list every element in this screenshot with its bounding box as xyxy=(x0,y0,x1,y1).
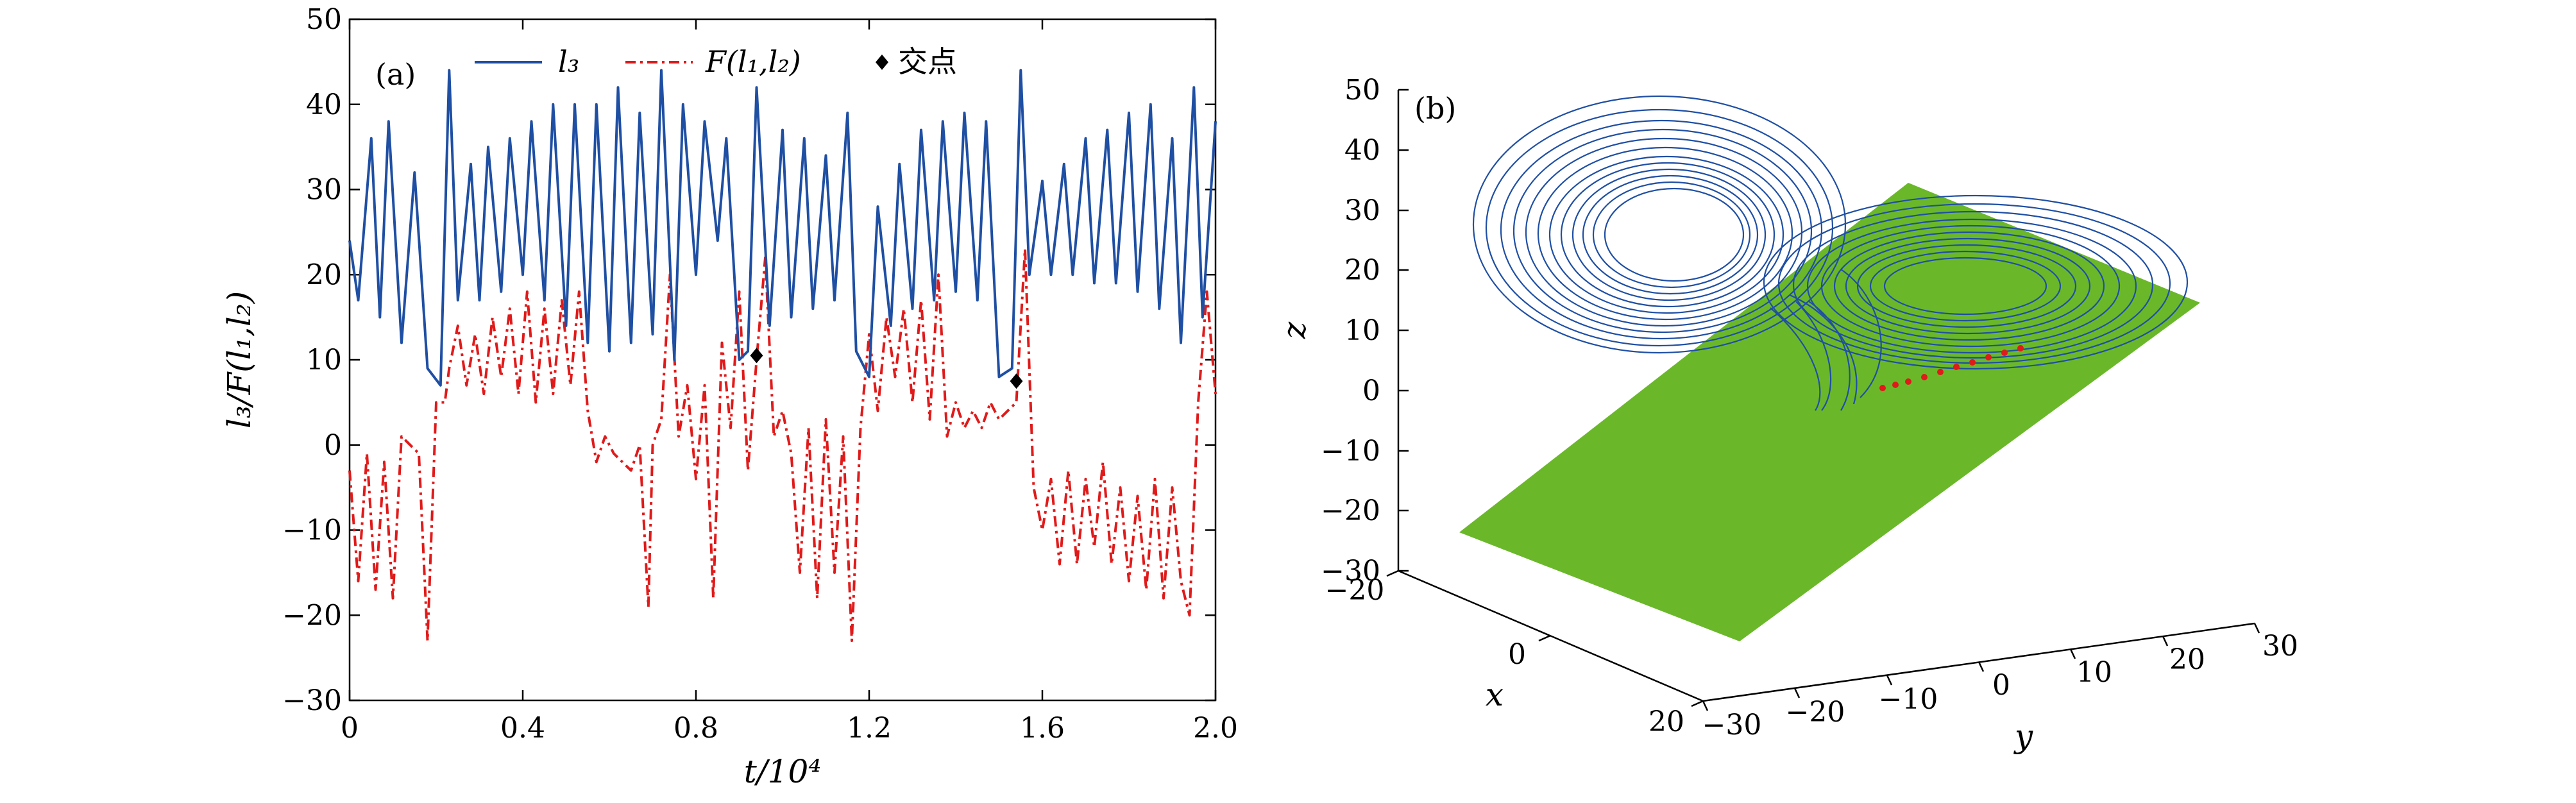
y-tick-label: 30 xyxy=(306,174,342,207)
series-F-line xyxy=(348,248,1217,643)
x-tick-label: 2.0 xyxy=(1193,712,1238,745)
z-tick-label: −30 xyxy=(1321,555,1380,587)
panel-a-ylabel: l₃/F(l₁,l₂) xyxy=(221,291,258,429)
intersection-marker xyxy=(1010,373,1023,389)
z-tick-label: 0 xyxy=(1362,375,1380,407)
z-tick-label: 10 xyxy=(1344,314,1380,347)
y-tick-label: −10 xyxy=(1879,683,1938,716)
x-tick-label: 0.8 xyxy=(674,712,718,745)
z-tick-label: 40 xyxy=(1344,134,1380,167)
x-tick-label: 1.6 xyxy=(1020,712,1065,745)
panel-b-x-ticks xyxy=(1386,570,1704,707)
z-tick-label: −20 xyxy=(1321,494,1380,527)
y-tick-label: 0 xyxy=(324,429,342,462)
panel-b-y-tick-labels: −30 −20 −10 0 10 20 30 xyxy=(1702,630,2298,741)
panel-b-z-ticks xyxy=(1398,89,1409,572)
x-tick-label: 1.2 xyxy=(847,712,892,745)
panel-b-zlabel: z xyxy=(1276,321,1313,339)
panel-b-x-tick-labels: −20 0 20 xyxy=(1325,574,1684,738)
y-tick-label: −20 xyxy=(1786,696,1845,729)
legend-l3-label: l₃ xyxy=(558,44,579,79)
z-tick-label: −10 xyxy=(1321,435,1380,468)
x-tick-label: −20 xyxy=(1325,574,1385,607)
legend-intersection-marker xyxy=(876,55,888,70)
intersection-marker xyxy=(750,348,763,364)
x-tick-label: 0 xyxy=(1508,638,1526,671)
panel-b-z-tick-labels: 50 40 30 20 10 0 −10 −20 −30 xyxy=(1321,74,1380,587)
panel-a-series xyxy=(348,69,1217,643)
panel-b-intersections xyxy=(1879,345,2024,391)
y-tick-label: 20 xyxy=(306,258,342,291)
y-tick-label: 30 xyxy=(2262,630,2298,663)
z-tick-label: 50 xyxy=(1344,74,1380,106)
y-tick-label: 10 xyxy=(2076,656,2112,689)
y-tick-label: −30 xyxy=(282,684,342,717)
panel-a-ticks: 0 0.4 0.8 1.2 1.6 2.0 −30 −20 −10 0 10 20 30 40 50 xyxy=(282,3,1238,745)
y-tick-label: −10 xyxy=(282,514,342,547)
panel-b-y-ticks xyxy=(1702,623,2260,711)
panel-b-xlabel: x xyxy=(1486,676,1504,713)
y-tick-label: −30 xyxy=(1702,709,1762,741)
panel-b-plot: (b) 50 40 30 20 10 0 −10 −20 −30 z xyxy=(1276,74,2298,755)
z-tick-label: 20 xyxy=(1344,254,1380,287)
panel-b-plane xyxy=(1459,183,2200,641)
panel-b-x-axis xyxy=(1398,570,1704,702)
legend-f-label: F(l₁,l₂) xyxy=(705,44,801,79)
y-tick-label: 20 xyxy=(2169,643,2205,676)
x-tick-label: 20 xyxy=(1648,706,1684,738)
panel-a-legend: l₃ F(l₁,l₂) 交点 xyxy=(475,44,957,79)
y-tick-label: 50 xyxy=(306,3,342,36)
x-tick-label: 0.4 xyxy=(500,712,545,745)
x-tick-label: 0 xyxy=(341,712,359,745)
panel-a-xlabel: t/10⁴ xyxy=(744,753,822,790)
panel-b-ylabel: y xyxy=(2013,718,2033,755)
y-tick-label: 0 xyxy=(1992,669,2010,702)
y-tick-label: 40 xyxy=(306,89,342,121)
legend-intersection-label: 交点 xyxy=(898,44,957,79)
y-tick-label: 10 xyxy=(306,344,342,376)
panel-a-label: (a) xyxy=(375,57,416,92)
z-tick-label: 30 xyxy=(1344,194,1380,227)
panel-a-plot: 0 0.4 0.8 1.2 1.6 2.0 −30 −20 −10 0 10 20 30 40 50 (a)… xyxy=(221,3,1238,790)
panel-b-label: (b) xyxy=(1414,91,1456,126)
series-l3-line xyxy=(348,69,1217,387)
y-tick-label: −20 xyxy=(282,599,342,632)
